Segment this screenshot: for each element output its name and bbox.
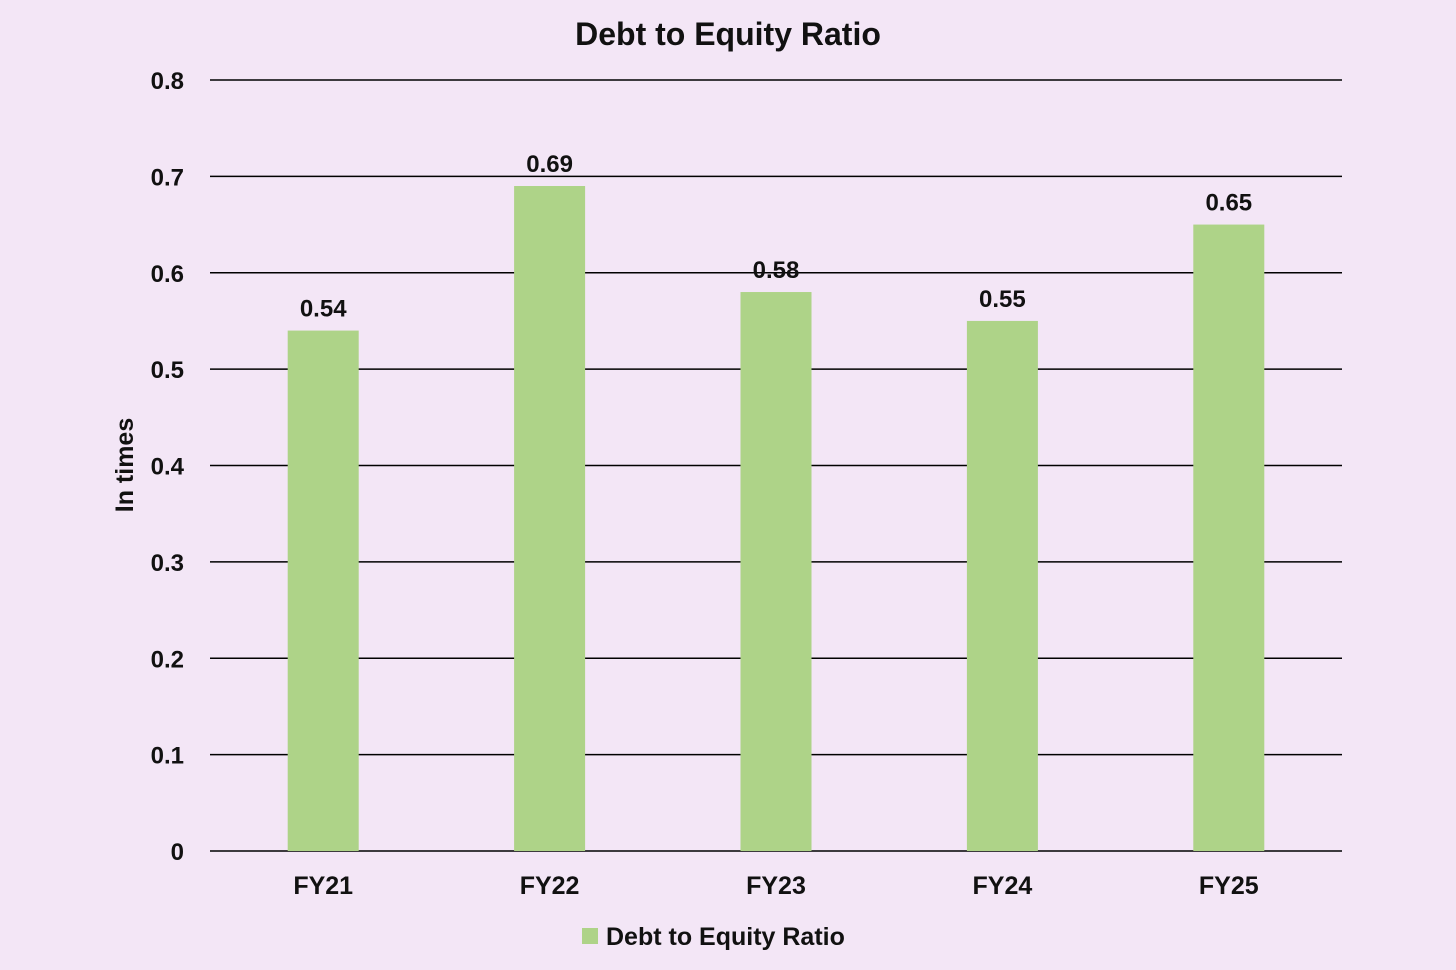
bar-fy22: [514, 186, 586, 851]
y-tick-label: 0.6: [151, 261, 184, 288]
x-category-label-fy24: FY24: [973, 872, 1033, 900]
bar-fy21: [287, 330, 359, 851]
y-tick-label: 0.3: [151, 550, 184, 577]
bar-fy24: [966, 320, 1038, 851]
x-category-label-fy23: FY23: [746, 872, 806, 900]
y-tick-label: 0.5: [151, 357, 184, 384]
chart-title: Debt to Equity Ratio: [575, 16, 881, 52]
legend: Debt to Equity Ratio: [582, 923, 845, 951]
data-label-fy21: 0.54: [300, 296, 347, 323]
x-category-label-fy25: FY25: [1199, 872, 1259, 900]
y-tick-label: 0.4: [151, 454, 185, 481]
y-tick-label: 0.8: [151, 68, 184, 95]
data-labels: 0.54 0.69 0.58 0.55 0.65: [300, 151, 1252, 323]
bars: [287, 186, 1265, 851]
data-label-fy23: 0.58: [753, 257, 800, 284]
y-tick-label: 0.7: [151, 164, 184, 191]
x-category-label-fy22: FY22: [520, 872, 580, 900]
data-label-fy25: 0.65: [1205, 190, 1252, 217]
legend-label: Debt to Equity Ratio: [606, 923, 845, 951]
y-tick-label: 0.1: [151, 743, 184, 770]
bar-fy25: [1193, 224, 1265, 851]
bar-fy23: [740, 292, 812, 851]
y-tick-label: 0.2: [151, 646, 184, 673]
x-axis-category-labels: FY21 FY22 FY23 FY24 FY25: [293, 872, 1258, 900]
x-category-label-fy21: FY21: [293, 872, 353, 900]
data-label-fy22: 0.69: [526, 151, 573, 178]
data-label-fy24: 0.55: [979, 286, 1026, 313]
y-axis-tick-labels: 0 0.1 0.2 0.3 0.4 0.5 0.6 0.7 0.8: [151, 68, 185, 866]
legend-swatch: [582, 928, 598, 944]
y-tick-label: 0: [171, 839, 184, 866]
y-axis-title: In times: [111, 418, 139, 512]
